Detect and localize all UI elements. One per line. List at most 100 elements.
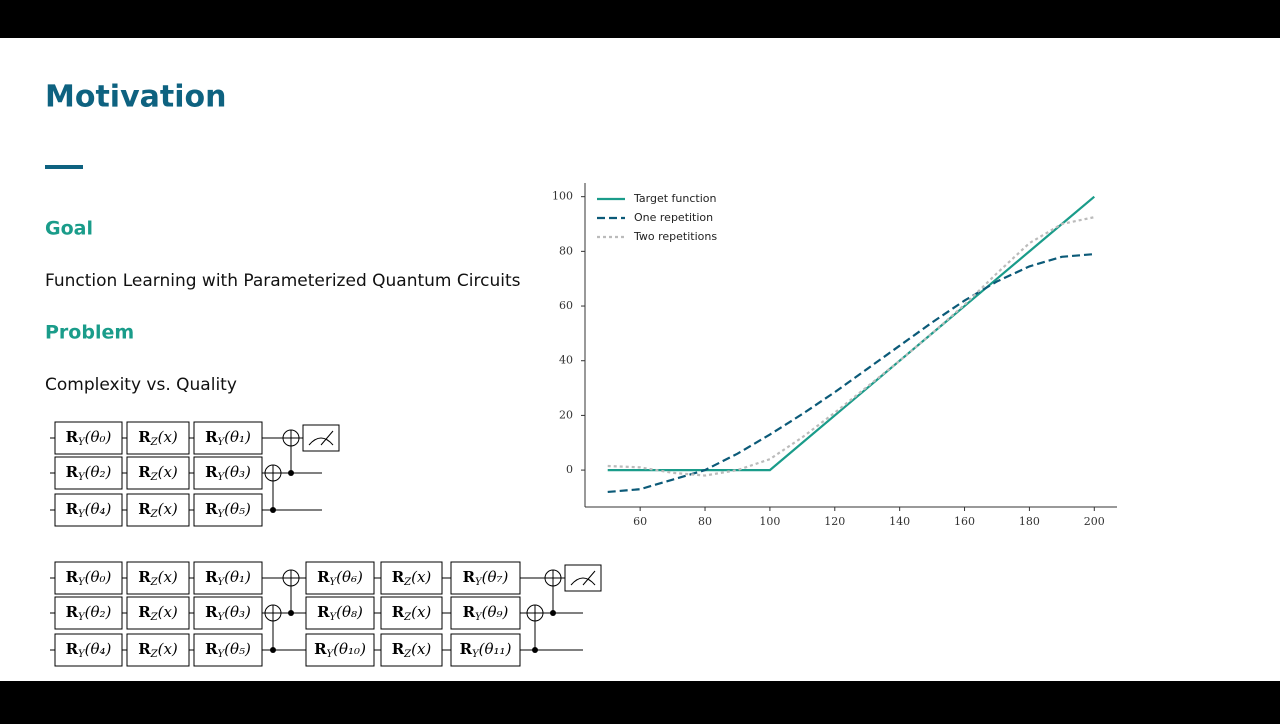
- gate: [450, 561, 521, 595]
- measure-dial: [308, 437, 334, 446]
- gate-op: R: [205, 568, 218, 586]
- gate-axis: Z: [150, 437, 159, 448]
- problem-text: Complexity vs. Quality: [45, 375, 237, 395]
- gate-label: RZ(x): [138, 640, 178, 660]
- gate-axis: Y: [78, 509, 86, 520]
- gate-label: RY(θ₉): [463, 603, 509, 623]
- gate-axis: Y: [330, 577, 338, 588]
- gate-label: RY(θ₄): [66, 500, 112, 520]
- gate-axis: Z: [150, 509, 159, 520]
- gate: [54, 456, 123, 490]
- problem-heading: Problem: [45, 322, 134, 344]
- legend-label: One repetition: [634, 211, 713, 224]
- chart: 0 20 40 60 80 100 60 80 100 120 140 160 180 200 Target…: [552, 183, 1117, 528]
- gate: [54, 561, 123, 595]
- gate-arg: (θ₁): [224, 428, 251, 446]
- gate-arg: (x): [411, 640, 431, 658]
- gate-arg: (θ₅): [224, 640, 251, 658]
- gate-axis: Y: [475, 577, 483, 588]
- gate: [126, 633, 190, 667]
- gate-axis: Z: [150, 612, 159, 623]
- gate-label: RY(θ₁₁): [460, 640, 512, 660]
- goal-text: Function Learning with Parameterized Qua…: [45, 271, 521, 291]
- gate-label: RZ(x): [138, 500, 178, 520]
- gate-axis: Y: [78, 472, 86, 483]
- x-tick-label: 100: [759, 515, 780, 528]
- gate-axis: Y: [78, 577, 86, 588]
- y-tick-label: 100: [552, 190, 573, 203]
- gate-arg: (θ₁₁): [479, 640, 512, 658]
- gate-op: R: [392, 640, 405, 658]
- measure-dial: [570, 577, 596, 586]
- gate-label: RY(θ₂): [66, 463, 112, 483]
- gate-arg: (x): [158, 428, 178, 446]
- gate-op: R: [138, 640, 151, 658]
- gate-op: R: [205, 603, 218, 621]
- gate-arg: (θ₀): [85, 568, 112, 586]
- gate-label: RY(θ₁): [205, 428, 251, 448]
- x-tick-label: 140: [889, 515, 910, 528]
- gate-op: R: [138, 603, 151, 621]
- gate: [193, 456, 263, 490]
- y-tick-label: 20: [559, 408, 573, 421]
- gate-axis: Z: [150, 649, 159, 660]
- gate-op: R: [138, 500, 151, 518]
- gate: [54, 493, 123, 527]
- gate: [305, 596, 375, 630]
- gate-arg: (θ₂): [85, 463, 112, 481]
- x-tick-label: 60: [633, 515, 647, 528]
- cnot-control: [270, 647, 276, 653]
- gate-op: R: [392, 603, 405, 621]
- gate-axis: Y: [218, 649, 226, 660]
- gate: [193, 561, 263, 595]
- gate-arg: (θ₄): [85, 640, 112, 658]
- gate-axis: Y: [218, 437, 226, 448]
- gate-op: R: [138, 428, 151, 446]
- gate-arg: (θ₈): [336, 603, 363, 621]
- gate-op: R: [317, 568, 330, 586]
- y-tick-label: 60: [559, 299, 573, 312]
- gate-arg: (x): [158, 603, 178, 621]
- gate-arg: (θ₀): [85, 428, 112, 446]
- gate-arg: (θ₇): [482, 568, 509, 586]
- x-tick-label: 200: [1084, 515, 1105, 528]
- gate-op: R: [66, 568, 79, 586]
- gate: [54, 633, 123, 667]
- gate-arg: (θ₂): [85, 603, 112, 621]
- gate-arg: (θ₄): [85, 500, 112, 518]
- gate: [126, 456, 190, 490]
- gate-op: R: [66, 603, 79, 621]
- gate-op: R: [205, 463, 218, 481]
- y-tick-label: 80: [559, 244, 573, 257]
- gate-arg: (θ₁₀): [333, 640, 366, 658]
- gate-arg: (x): [158, 500, 178, 518]
- cnot-control: [288, 610, 294, 616]
- gate: [54, 421, 123, 455]
- gate-op: R: [463, 568, 476, 586]
- y-tick-label: 40: [559, 354, 573, 367]
- gate: [305, 633, 375, 667]
- gate-axis: Y: [78, 612, 86, 623]
- gate: [126, 493, 190, 527]
- gate-op: R: [66, 500, 79, 518]
- gate-label: RY(θ₇): [463, 568, 509, 588]
- gate-op: R: [463, 603, 476, 621]
- circuits: RY(θ₀) RZ(x) RY(θ₁)RY(θ₂) RZ(x) RY(θ₃)RY(θ₄)…: [50, 421, 602, 667]
- gate-op: R: [392, 568, 405, 586]
- slide-title: Motivation: [45, 80, 226, 115]
- gate-label: RY(θ₆): [317, 568, 363, 588]
- cnot-control: [270, 507, 276, 513]
- gate-axis: Z: [150, 472, 159, 483]
- title-underline: [45, 165, 83, 169]
- gate-axis: Z: [403, 649, 412, 660]
- gate-axis: Z: [403, 577, 412, 588]
- gate-label: RY(θ₅): [205, 500, 251, 520]
- gate-op: R: [66, 463, 79, 481]
- legend-label: Two repetitions: [633, 230, 717, 243]
- gate-arg: (θ₃): [224, 603, 251, 621]
- x-tick-label: 80: [698, 515, 712, 528]
- gate-arg: (θ₉): [482, 603, 509, 621]
- gate-axis: Y: [475, 612, 483, 623]
- slide-background: [0, 38, 1280, 681]
- gate-label: RY(θ₅): [205, 640, 251, 660]
